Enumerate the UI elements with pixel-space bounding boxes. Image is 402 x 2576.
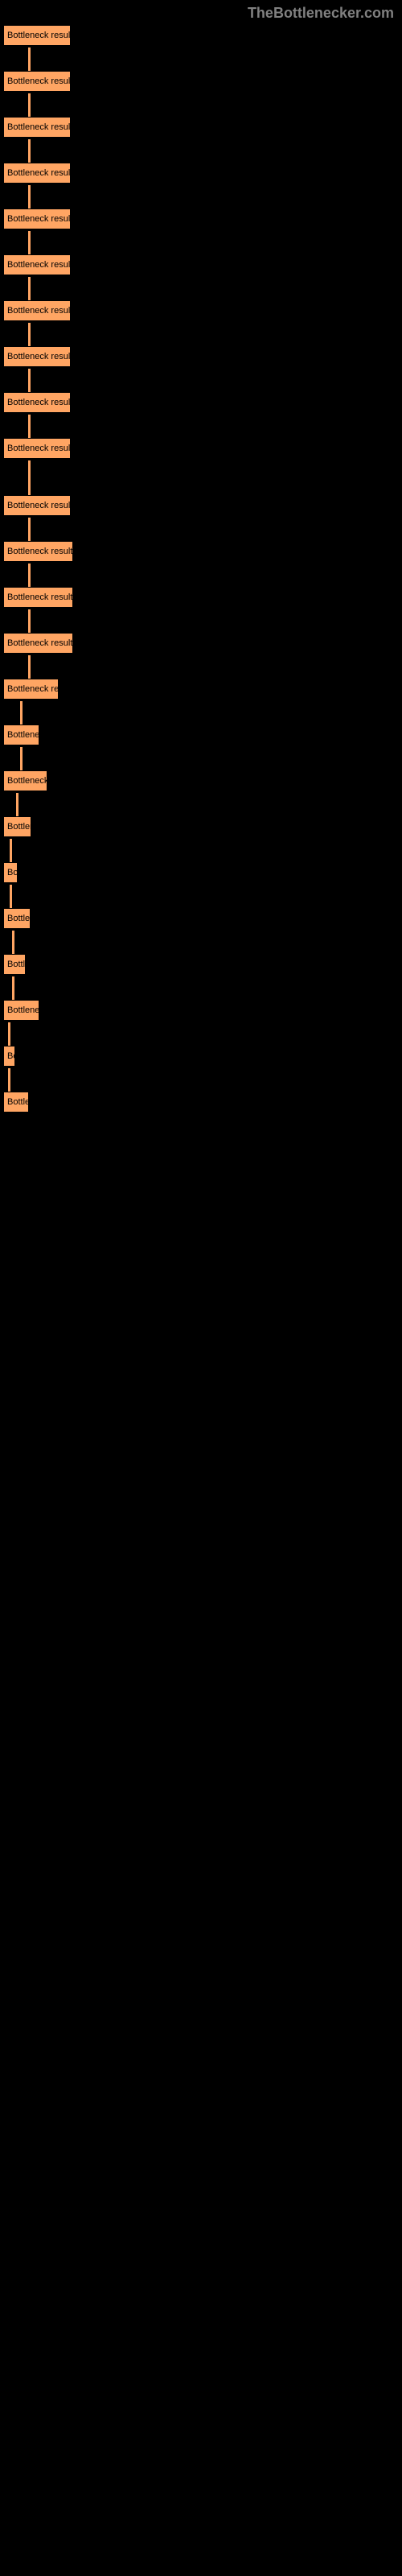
diagram-container: TheBottlenecker.com Bottleneck result Bot… — [0, 0, 402, 2576]
flow-link — [28, 185, 31, 208]
flow-link — [28, 231, 31, 254]
flow-link — [8, 1022, 10, 1046]
flow-node: Bottlen — [3, 816, 31, 837]
flow-link — [28, 609, 31, 633]
flow-link — [28, 655, 31, 679]
flow-node: Bottlene — [3, 724, 39, 745]
flow-node: Bottleneck — [3, 770, 47, 791]
flow-node: Bottleneck result — [3, 392, 71, 413]
flow-link — [20, 747, 23, 770]
flow-link — [12, 931, 14, 954]
flow-node: Bottlen — [3, 908, 31, 929]
flow-node: Bottle — [3, 1092, 29, 1113]
flow-link — [28, 47, 31, 71]
watermark-text: TheBottlenecker.com — [248, 5, 394, 22]
flow-link — [28, 518, 31, 541]
flow-node: Bottleneck result — [3, 633, 73, 654]
flow-link — [12, 976, 14, 1000]
flow-link — [28, 323, 31, 346]
flow-link — [20, 701, 23, 724]
flow-link — [28, 564, 31, 587]
flow-node: Bottleneck result — [3, 346, 71, 367]
flow-node: Bottleneck result — [3, 300, 71, 321]
flow-link — [16, 793, 18, 816]
flow-node: Bottlenec — [3, 1000, 39, 1021]
flow-link — [28, 93, 31, 117]
flow-link — [10, 885, 12, 908]
flow-node: Bottleneck result — [3, 117, 71, 138]
flow-link — [28, 415, 31, 438]
flow-link — [28, 139, 31, 163]
flow-link — [28, 369, 31, 392]
flow-link — [8, 1068, 10, 1092]
flow-node: Bottleneck result — [3, 25, 71, 46]
flow-node: Bottle — [3, 954, 26, 975]
flow-node: Bottleneck result — [3, 495, 71, 516]
flow-node: Bottleneck result — [3, 208, 71, 229]
flow-node: Bottleneck result — [3, 587, 73, 608]
flow-node: Bottleneck result — [3, 438, 71, 459]
flow-node: Bottleneck result — [3, 71, 71, 92]
flow-node: Bottleneck result — [3, 163, 71, 184]
flow-link — [10, 839, 12, 862]
flow-node: Bottleneck result — [3, 541, 73, 562]
flow-link — [28, 460, 31, 495]
flow-node: Be — [3, 1046, 15, 1067]
flow-node: Bottleneck re — [3, 679, 59, 700]
flow-link — [28, 277, 31, 300]
flow-node: Bo — [3, 862, 18, 883]
flow-node: Bottleneck result — [3, 254, 71, 275]
